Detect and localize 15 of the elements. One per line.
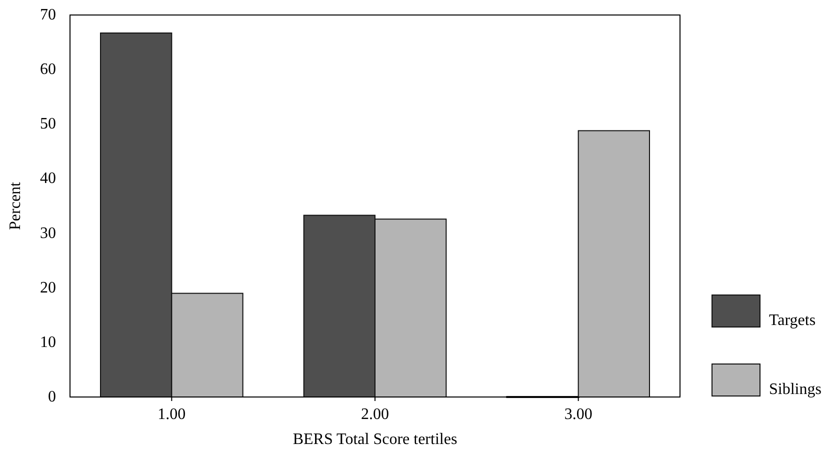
y-tick-label: 50 xyxy=(40,116,56,133)
x-tick-label: 2.00 xyxy=(361,406,389,423)
x-tick-label: 1.00 xyxy=(158,406,186,423)
y-tick-label: 20 xyxy=(40,279,56,296)
y-tick-label: 10 xyxy=(40,334,56,351)
y-tick-label: 40 xyxy=(40,170,56,188)
x-tick-label: 3.00 xyxy=(564,406,592,423)
legend-label: Siblings xyxy=(769,381,822,398)
y-tick-label: 0 xyxy=(48,388,56,406)
y-tick-label: 70 xyxy=(40,6,56,24)
x-axis-title: BERS Total Score tertiles xyxy=(292,431,458,448)
y-tick-label: 30 xyxy=(40,224,56,242)
y-tick-label: 60 xyxy=(40,61,56,78)
y-axis-title: Percent xyxy=(7,181,24,230)
legend-label: Targets xyxy=(769,312,816,329)
